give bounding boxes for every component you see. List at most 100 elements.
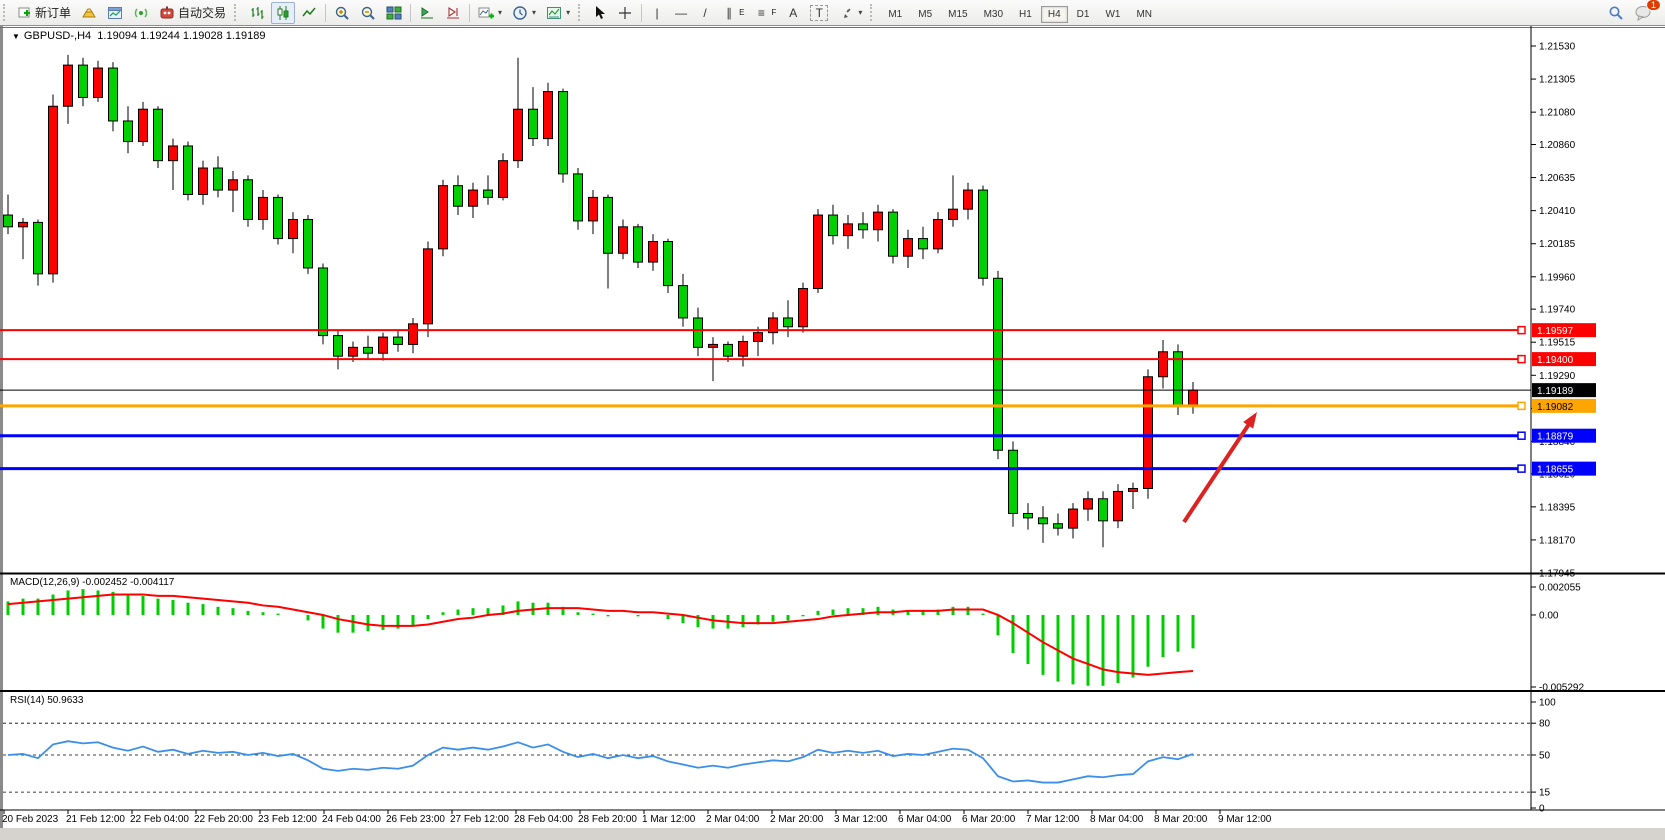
price-tick-label: 1.18395 bbox=[1539, 502, 1576, 513]
toolbar-grip bbox=[578, 4, 584, 21]
gold-bars-button[interactable] bbox=[77, 2, 101, 24]
candle-body bbox=[678, 285, 688, 319]
price-tick-label: 1.20860 bbox=[1539, 140, 1576, 151]
price-badge[interactable] bbox=[1532, 398, 1596, 413]
line-chart-button[interactable] bbox=[297, 2, 321, 24]
time-axis-label: 27 Feb 12:00 bbox=[450, 814, 509, 825]
arrows-caret-icon: ▾ bbox=[858, 8, 863, 17]
price-badge[interactable] bbox=[1532, 428, 1596, 443]
candlestick-chart-button[interactable] bbox=[271, 1, 296, 24]
price-badge[interactable] bbox=[1532, 383, 1596, 398]
chart-header: ▼ GBPUSD-,H4 1.19094 1.19244 1.19028 1.19… bbox=[12, 30, 266, 42]
text-tool-button[interactable]: A bbox=[782, 2, 804, 24]
price-badge-label: 1.19082 bbox=[1537, 402, 1574, 413]
timeframe-button-W1[interactable]: W1 bbox=[1105, 8, 1121, 20]
crosshair-tool-button[interactable] bbox=[613, 2, 637, 24]
candle-body bbox=[603, 196, 613, 254]
search-icon bbox=[1609, 6, 1623, 20]
collapse-arrow-icon[interactable]: ▼ bbox=[12, 32, 20, 41]
candle-body bbox=[213, 167, 223, 191]
candle-body bbox=[123, 120, 133, 143]
candle-body bbox=[573, 173, 583, 222]
toolbar-grip bbox=[234, 4, 240, 21]
horizontal-line-icon: — bbox=[675, 5, 688, 20]
time-axis-label: 9 Mar 12:00 bbox=[1218, 814, 1272, 825]
candle-body bbox=[288, 218, 298, 240]
trend-arrow-head[interactable] bbox=[1243, 412, 1257, 429]
candle-body bbox=[873, 211, 883, 231]
timeframe-button-D1[interactable]: D1 bbox=[1076, 8, 1090, 20]
time-axis-label: 20 Feb 2023 bbox=[2, 814, 59, 825]
candle-body bbox=[1158, 351, 1168, 378]
signals-button[interactable] bbox=[129, 2, 153, 24]
text-label-tool-button[interactable]: T bbox=[806, 2, 832, 24]
templates-button[interactable]: ▾ bbox=[542, 2, 574, 24]
time-axis-label: 22 Feb 04:00 bbox=[130, 814, 189, 825]
zoom-in-button[interactable] bbox=[330, 2, 354, 24]
rsi-level-label: 100 bbox=[1539, 698, 1556, 709]
timeframe-button-M1[interactable]: M1 bbox=[888, 8, 903, 20]
timeframe-button-H1[interactable]: H1 bbox=[1019, 8, 1032, 20]
line-handle[interactable] bbox=[1517, 464, 1526, 473]
line-handle[interactable] bbox=[1517, 354, 1526, 364]
new-order-button[interactable]: 新订单 bbox=[14, 2, 75, 24]
zoom-out-button[interactable] bbox=[356, 2, 380, 24]
toolbar-grip bbox=[3, 4, 9, 21]
trend-arrow-line[interactable] bbox=[1182, 420, 1253, 524]
candle-body bbox=[753, 332, 763, 342]
rsi-level-label: 15 bbox=[1539, 788, 1551, 799]
cursor-tool-button[interactable] bbox=[589, 2, 611, 24]
candle-body bbox=[138, 108, 148, 143]
tile-windows-button[interactable] bbox=[382, 2, 406, 24]
line-handle[interactable] bbox=[1517, 431, 1526, 440]
toolbar-separator bbox=[469, 3, 471, 22]
price-badge[interactable] bbox=[1532, 352, 1596, 367]
candle-body bbox=[303, 218, 313, 269]
line-handle[interactable] bbox=[1517, 325, 1526, 335]
candle-body bbox=[618, 226, 628, 254]
vertical-line-tool-button[interactable]: | bbox=[646, 2, 668, 24]
price-tick-label: 1.21080 bbox=[1539, 108, 1576, 119]
price-badge[interactable] bbox=[1532, 323, 1596, 338]
candle-body bbox=[903, 238, 913, 257]
price-tick-label: 1.20185 bbox=[1539, 239, 1576, 250]
timeframe-button-M5[interactable]: M5 bbox=[918, 8, 933, 20]
fibonacci-tool-button[interactable]: ≡ F bbox=[750, 2, 780, 24]
time-axis-label: 28 Feb 20:00 bbox=[578, 814, 637, 825]
candle-body bbox=[348, 346, 358, 357]
channel-tool-button[interactable]: ∥ E bbox=[718, 2, 748, 24]
price-tick-label: 1.19960 bbox=[1539, 272, 1576, 283]
price-tick-label: 1.19515 bbox=[1539, 338, 1576, 349]
chart-shift-button[interactable] bbox=[441, 2, 465, 24]
timeframe-button-M15[interactable]: M15 bbox=[948, 8, 968, 20]
toolbar-right: 1 bbox=[1603, 0, 1661, 24]
candle-body bbox=[468, 189, 478, 207]
price-badge[interactable] bbox=[1532, 461, 1596, 476]
candle-body bbox=[708, 343, 718, 348]
bar-chart-button[interactable] bbox=[245, 2, 269, 24]
periods-button[interactable]: ▾ bbox=[508, 2, 540, 24]
horizontal-line-tool-button[interactable]: — bbox=[670, 2, 692, 24]
auto-trading-button[interactable]: 自动交易 bbox=[155, 2, 230, 24]
vertical-line-icon: | bbox=[655, 5, 659, 20]
line-handle[interactable] bbox=[1517, 401, 1526, 411]
search-button[interactable] bbox=[1604, 2, 1628, 24]
notifications-button[interactable]: 1 bbox=[1630, 0, 1661, 24]
arrows-tool-button[interactable]: ▾ bbox=[834, 2, 866, 24]
zoom-out-icon bbox=[361, 6, 375, 20]
zoom-in-icon bbox=[335, 6, 349, 20]
indicators-button[interactable]: ▾ bbox=[474, 2, 506, 24]
chart-window-icon bbox=[108, 6, 123, 19]
trendline-tool-button[interactable]: / bbox=[694, 2, 716, 24]
price-badge-label: 1.19189 bbox=[1537, 386, 1574, 397]
candle-body bbox=[813, 214, 823, 290]
time-axis-label: 7 Mar 12:00 bbox=[1026, 814, 1080, 825]
candle-body bbox=[423, 248, 433, 325]
notification-count-badge: 1 bbox=[1645, 0, 1661, 11]
auto-scroll-button[interactable] bbox=[415, 2, 439, 24]
timeframe-button-MN[interactable]: MN bbox=[1136, 8, 1152, 20]
market-watch-window-button[interactable] bbox=[103, 2, 127, 24]
timeframe-button-M30[interactable]: M30 bbox=[983, 8, 1004, 20]
timeframe-button-H4[interactable]: H4 bbox=[1040, 5, 1068, 23]
